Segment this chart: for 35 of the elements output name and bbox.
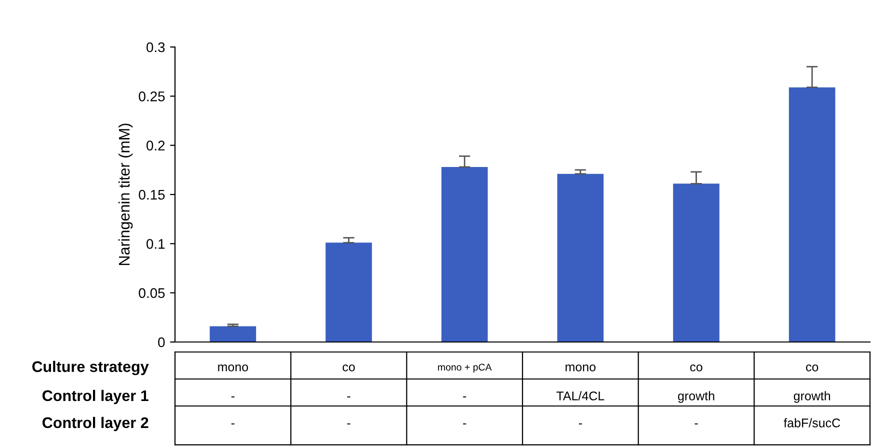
y-tick-label: 0 bbox=[158, 337, 165, 348]
x-tick-label: co bbox=[342, 364, 355, 372]
bar bbox=[326, 242, 372, 342]
text: - bbox=[347, 396, 350, 398]
x-tick-label: mono + pCA bbox=[438, 364, 492, 373]
bar bbox=[441, 166, 488, 342]
y-axis-title: Naringenin titer (mM) bbox=[118, 124, 133, 265]
bar bbox=[210, 326, 256, 342]
text: growth bbox=[678, 391, 714, 403]
text: - bbox=[463, 423, 466, 424]
text: Culture strategy bbox=[32, 360, 149, 376]
text: - bbox=[231, 423, 234, 424]
bar bbox=[788, 87, 836, 342]
y-tick-label: 0.05 bbox=[138, 288, 165, 298]
x-tick-label: co bbox=[806, 364, 818, 372]
text: - bbox=[463, 396, 466, 398]
text: - bbox=[347, 423, 350, 424]
x-tick-label: co bbox=[690, 364, 702, 372]
text: - bbox=[578, 423, 582, 424]
y-tick-label: 0.25 bbox=[138, 92, 165, 102]
text: Control layer 1 bbox=[42, 390, 148, 404]
text: growth bbox=[794, 391, 830, 403]
y-tick-label: 0.1 bbox=[146, 239, 165, 249]
bar bbox=[557, 174, 604, 342]
text: TAL/4CL bbox=[556, 391, 604, 400]
y-tick-label: 0.15 bbox=[138, 190, 165, 200]
y-tick-label: 0.2 bbox=[146, 140, 165, 151]
y-tick-label: 0.3 bbox=[146, 42, 165, 52]
x-tick-label: mono bbox=[218, 364, 248, 372]
x-tick-label: mono bbox=[566, 364, 596, 372]
text: - bbox=[694, 423, 698, 424]
text: - bbox=[231, 396, 234, 398]
text: fabF/sucC bbox=[784, 418, 840, 428]
bar bbox=[673, 184, 720, 342]
text: Control layer 2 bbox=[42, 416, 148, 432]
